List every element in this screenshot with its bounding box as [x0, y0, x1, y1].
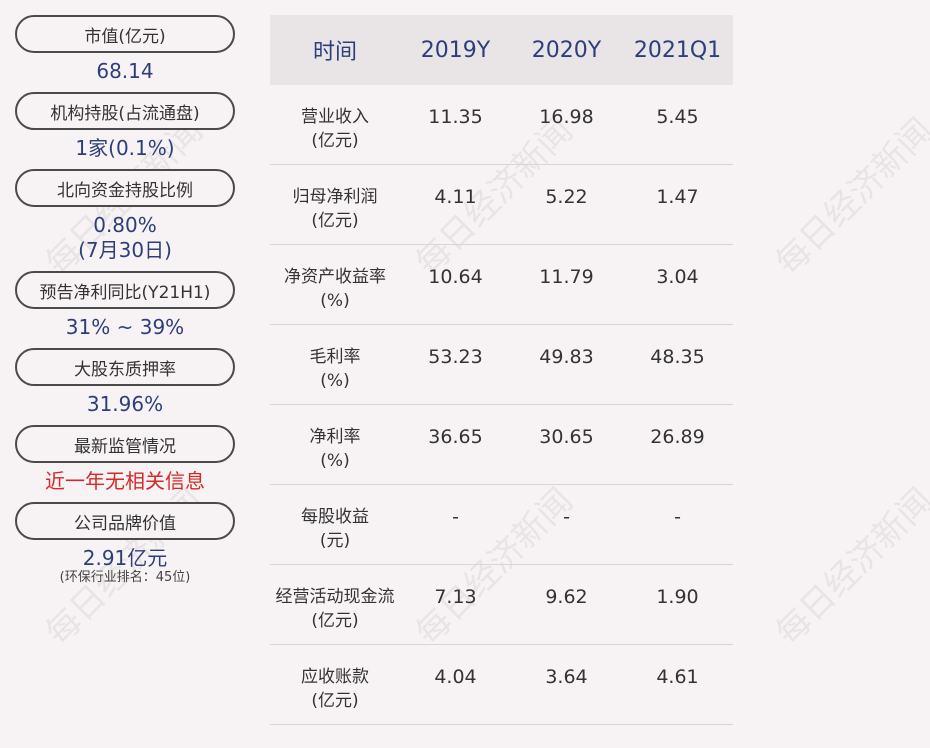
cell-2019y: - — [452, 506, 459, 528]
row-label: 净资产收益率 (%) — [284, 267, 386, 311]
northbound-ratio-date: (7月30日) — [78, 238, 172, 262]
metrics-panel: 市值(亿元) 68.14 机构持股(占流通盘) 1家(0.1%) 北向资金持股比… — [15, 15, 235, 593]
cell-2021q1: - — [674, 506, 681, 528]
table-row: 经营活动现金流 (亿元) 7.13 9.62 1.90 — [270, 565, 733, 645]
cell-2020y: - — [563, 506, 570, 528]
metric-value-profit-forecast: 31% ~ 39% — [65, 315, 185, 339]
row-label: 应收账款 (亿元) — [301, 667, 369, 711]
table-row: 营业收入 (亿元) 11.35 16.98 5.45 — [270, 85, 733, 165]
cell-2020y: 3.64 — [545, 666, 588, 688]
cell-2019y: 4.11 — [434, 186, 477, 208]
metric-label-institutional-holding: 机构持股(占流通盘) — [15, 92, 235, 130]
metric-label-profit-forecast: 预告净利同比(Y21H1) — [15, 271, 235, 309]
row-label: 每股收益 (元) — [301, 507, 369, 551]
cell-2020y: 49.83 — [539, 346, 594, 368]
table-row: 净资产收益率 (%) 10.64 11.79 3.04 — [270, 245, 733, 325]
cell-2020y: 11.79 — [539, 266, 594, 288]
cell-2019y: 10.64 — [428, 266, 483, 288]
financial-table: 时间 2019Y 2020Y 2021Q1 营业收入 (亿元) 11.35 16.… — [270, 15, 733, 725]
cell-2019y: 53.23 — [428, 346, 483, 368]
metric-label-brand-value: 公司品牌价值 — [15, 502, 235, 540]
cell-2021q1: 26.89 — [650, 426, 705, 448]
row-label: 归母净利润 (亿元) — [292, 187, 378, 231]
row-label: 净利率 (%) — [309, 427, 361, 471]
cell-2019y: 11.35 — [428, 106, 483, 128]
cell-2019y: 4.04 — [434, 666, 477, 688]
metric-value-market-cap: 68.14 — [96, 59, 154, 83]
cell-2020y: 5.22 — [545, 186, 588, 208]
metric-value-pledge-ratio: 31.96% — [86, 392, 164, 416]
metric-value-northbound-ratio: 0.80% (7月30日) — [15, 207, 235, 271]
cell-2019y: 36.65 — [428, 426, 483, 448]
cell-2020y: 16.98 — [539, 106, 594, 128]
header-2021q1: 2021Q1 — [633, 37, 722, 63]
cell-2021q1: 48.35 — [650, 346, 705, 368]
header-2019y: 2019Y — [420, 37, 491, 63]
row-label: 经营活动现金流 (亿元) — [275, 587, 395, 631]
cell-2021q1: 3.04 — [656, 266, 699, 288]
table-header: 时间 2019Y 2020Y 2021Q1 — [270, 15, 733, 85]
brand-value-amount: 2.91亿元 — [82, 546, 168, 570]
watermark: 每日经济新闻 — [768, 110, 930, 284]
cell-2021q1: 4.61 — [656, 666, 699, 688]
northbound-ratio-value: 0.80% — [93, 213, 157, 237]
cell-2021q1: 5.45 — [656, 106, 699, 128]
cell-2020y: 9.62 — [545, 586, 588, 608]
metric-label-regulatory-status: 最新监管情况 — [15, 425, 235, 463]
table-row: 归母净利润 (亿元) 4.11 5.22 1.47 — [270, 165, 733, 245]
cell-2020y: 30.65 — [539, 426, 594, 448]
cell-2019y: 7.13 — [434, 586, 477, 608]
metric-label-market-cap: 市值(亿元) — [15, 15, 235, 53]
metric-value-regulatory-status: 近一年无相关信息 — [45, 469, 205, 493]
row-label: 毛利率 (%) — [309, 347, 361, 391]
metric-value-brand-value: 2.91亿元 (环保行业排名：45位) — [15, 540, 235, 593]
metric-value-institutional-holding: 1家(0.1%) — [75, 136, 175, 160]
row-label: 营业收入 (亿元) — [301, 107, 369, 151]
table-row: 应收账款 (亿元) 4.04 3.64 4.61 — [270, 645, 733, 725]
metric-label-northbound-ratio: 北向资金持股比例 — [15, 169, 235, 207]
header-time: 时间 — [312, 40, 357, 65]
watermark: 每日经济新闻 — [768, 480, 930, 654]
table-row: 净利率 (%) 36.65 30.65 26.89 — [270, 405, 733, 485]
cell-2021q1: 1.47 — [656, 186, 699, 208]
table-row: 每股收益 (元) - - - — [270, 485, 733, 565]
table-row: 毛利率 (%) 53.23 49.83 48.35 — [270, 325, 733, 405]
header-2020y: 2020Y — [531, 37, 602, 63]
metric-label-pledge-ratio: 大股东质押率 — [15, 348, 235, 386]
cell-2021q1: 1.90 — [656, 586, 699, 608]
brand-value-rank-note: (环保行业排名：45位) — [59, 570, 191, 585]
